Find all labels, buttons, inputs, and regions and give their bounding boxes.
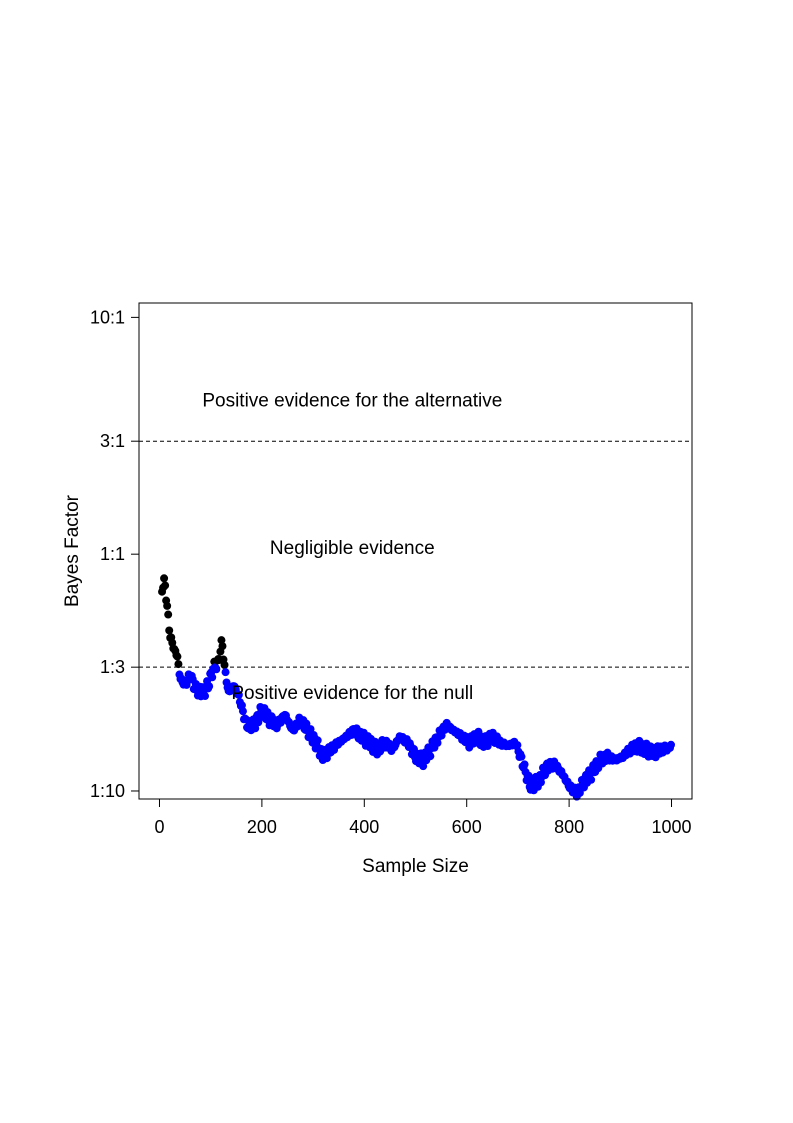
data-point xyxy=(313,736,322,745)
data-point xyxy=(587,775,596,784)
x-tick-label: 0 xyxy=(154,817,164,837)
data-point xyxy=(426,752,435,761)
data-point xyxy=(174,660,183,669)
data-point xyxy=(201,692,210,701)
x-axis: 0 200 400 600 800 1000 xyxy=(154,798,692,837)
data-point xyxy=(212,665,221,674)
data-point xyxy=(220,661,229,670)
data-point xyxy=(163,601,172,610)
data-point xyxy=(517,752,526,761)
data-point xyxy=(205,682,214,691)
data-point xyxy=(161,581,170,590)
annotation-label: Positive evidence for the alternative xyxy=(202,391,502,412)
annotation-label: Positive evidence for the null xyxy=(231,683,473,704)
y-tick-label: 10:1 xyxy=(90,307,125,327)
y-tick-label: 1:10 xyxy=(90,781,125,801)
data-point xyxy=(217,636,226,645)
y-tick-label: 1:1 xyxy=(100,544,125,564)
data-point xyxy=(234,690,243,699)
x-axis-title: Sample Size xyxy=(362,856,469,877)
data-point xyxy=(218,642,227,651)
x-tick-label: 1000 xyxy=(651,817,691,837)
data-point xyxy=(165,626,174,635)
data-point xyxy=(520,760,529,769)
x-tick-label: 800 xyxy=(554,817,584,837)
annotations: Positive evidence for the alternative Neg… xyxy=(202,391,502,704)
y-tick-label: 3:1 xyxy=(100,431,125,451)
y-axis: 1:10 1:3 1:1 3:1 10:1 xyxy=(90,307,140,801)
data-point xyxy=(164,610,173,619)
data-point xyxy=(173,652,182,661)
x-tick-label: 200 xyxy=(247,817,277,837)
reference-lines xyxy=(139,440,692,668)
data-point xyxy=(160,574,169,583)
annotation-label: Negligible evidence xyxy=(270,538,435,559)
data-point xyxy=(306,725,315,734)
data-point xyxy=(667,740,676,749)
data-point xyxy=(419,762,428,771)
data-point xyxy=(208,673,217,682)
y-axis-title: Bayes Factor xyxy=(62,494,83,607)
x-tick-label: 600 xyxy=(452,817,482,837)
data-point xyxy=(513,741,522,750)
data-point xyxy=(238,707,247,716)
data-points xyxy=(158,574,676,801)
data-point xyxy=(251,724,260,733)
data-point xyxy=(221,668,230,677)
x-tick-label: 400 xyxy=(349,817,379,837)
y-tick-label: 1:3 xyxy=(100,657,125,677)
